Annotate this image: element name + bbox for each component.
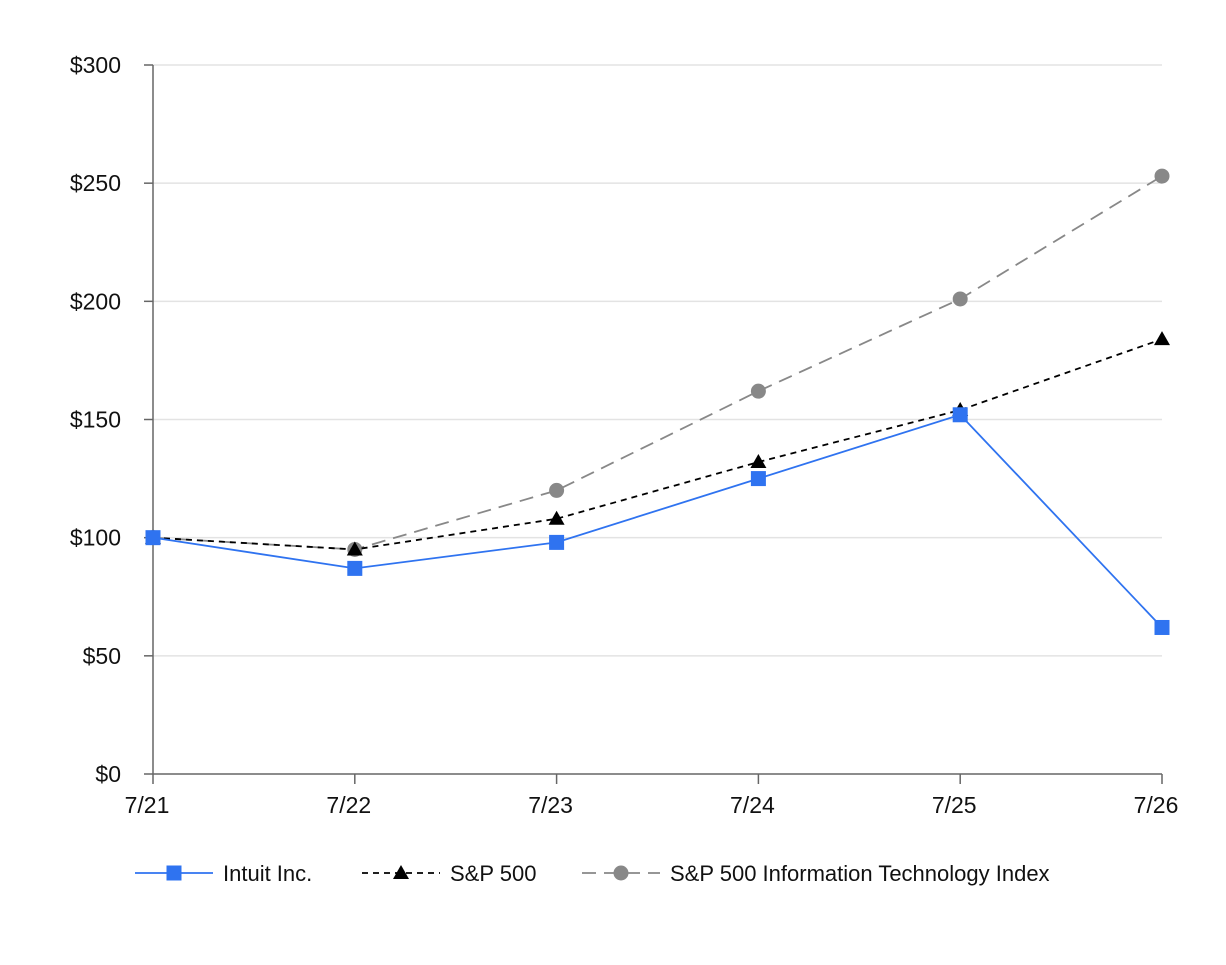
y-tick-label: $150: [70, 407, 121, 433]
legend-item-1: S&P 500: [362, 861, 536, 886]
series-line: [152, 175, 1163, 551]
legend-label: S&P 500: [450, 861, 536, 886]
legend-item-0: Intuit Inc.: [135, 861, 312, 886]
y-tick-label: $100: [70, 525, 121, 551]
series-line: [152, 338, 1163, 551]
gridlines: [153, 64, 1162, 657]
y-tick-label: $50: [83, 643, 121, 669]
data-point: [750, 471, 766, 487]
legend: Intuit Inc. S&P 500 S&P 500 Information Te…: [135, 861, 1050, 886]
data-point: [1154, 619, 1170, 635]
y-tick-label: $200: [70, 288, 121, 314]
data-point: [1154, 331, 1170, 346]
y-tick-label: $0: [95, 761, 121, 787]
series: [145, 168, 1170, 635]
y-tick-label: $300: [70, 52, 121, 78]
legend-marker: [166, 865, 182, 881]
series-line: [152, 413, 1163, 629]
data-point: [346, 541, 363, 556]
x-tick-label: 7/24: [730, 792, 775, 818]
data-point: [549, 534, 565, 550]
data-point: [549, 482, 565, 498]
data-point: [347, 560, 363, 576]
x-tick-label: 7/23: [528, 792, 573, 818]
data-point: [952, 291, 968, 307]
series-1: [145, 331, 1170, 556]
legend-label: Intuit Inc.: [223, 861, 312, 886]
data-point: [750, 454, 767, 469]
x-tick-label: 7/25: [932, 792, 977, 818]
data-point: [750, 383, 766, 399]
data-point: [548, 510, 565, 525]
series-2: [145, 168, 1170, 557]
data-point: [145, 530, 161, 546]
series-0: [145, 407, 1170, 635]
data-point: [1154, 168, 1170, 184]
y-tick-label: $250: [70, 170, 121, 196]
data-point: [952, 407, 968, 423]
axes: $0 $50 $100 $150 $200 $250 $300 7/21 7/22 7/23 7/2…: [70, 52, 1179, 818]
legend-marker: [613, 865, 629, 881]
x-tick-label: 7/26: [1134, 792, 1179, 818]
legend-marker: [393, 865, 409, 879]
x-tick-label: 7/22: [326, 792, 371, 818]
legend-label: S&P 500 Information Technology Index: [670, 861, 1050, 886]
legend-item-2: S&P 500 Information Technology Index: [582, 861, 1050, 886]
x-tick-label: 7/21: [125, 792, 170, 818]
